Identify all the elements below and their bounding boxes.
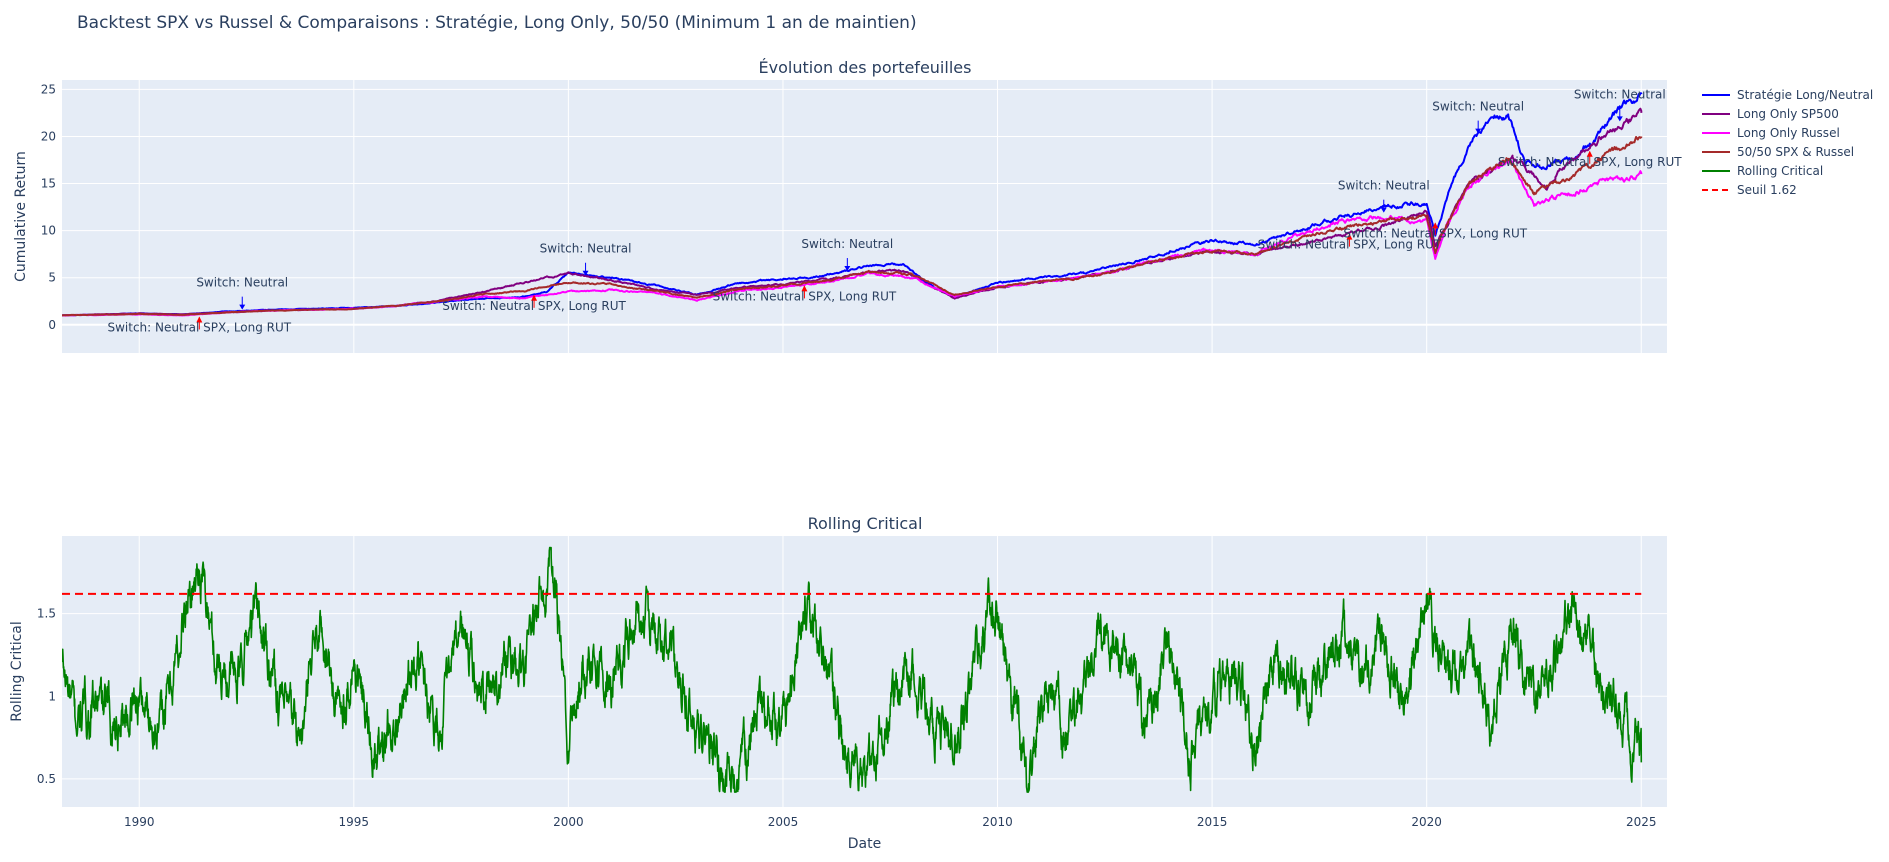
- bottom-panel-title: Rolling Critical: [807, 514, 923, 533]
- top-y-tick-label: 5: [48, 271, 56, 285]
- top-y-tick-label: 25: [41, 82, 56, 96]
- annotation-arrowhead: [844, 266, 851, 272]
- annotation-arrowhead: [1432, 222, 1439, 229]
- annotation-arrowhead: [1475, 128, 1482, 134]
- annotation-label: Switch: Neutral SPX, Long RUT: [1498, 155, 1682, 169]
- top-y-tick-label: 20: [41, 129, 56, 143]
- annotation-arrowhead: [1380, 207, 1387, 213]
- annotation-arrowhead: [582, 270, 589, 276]
- annotation-label: Switch: Neutral: [1432, 100, 1524, 114]
- annotation-label: Switch: Neutral SPX, Long RUT: [713, 289, 897, 303]
- series-line-3: [62, 136, 1643, 317]
- annotation-arrowhead: [1616, 116, 1623, 122]
- top-y-axis-label: Cumulative Return: [13, 151, 29, 282]
- bottom-y-tick-label: 1.5: [37, 607, 56, 621]
- annotation-arrowhead: [801, 285, 808, 292]
- figure-title: Backtest SPX vs Russel & Comparaisons : …: [77, 13, 917, 33]
- annotation-label: Switch: Neutral SPX, Long RUT: [1343, 226, 1527, 240]
- x-tick-label: 1995: [339, 815, 370, 829]
- x-tick-label: 2015: [1197, 815, 1228, 829]
- annotation-label: Switch: Neutral SPX, Long RUT: [1258, 238, 1442, 252]
- legend-label: 50/50 SPX & Russel: [1737, 145, 1854, 159]
- legend-label: Seuil 1.62: [1737, 183, 1797, 197]
- x-tick-label: 2025: [1626, 815, 1657, 829]
- annotation-arrowhead: [196, 316, 203, 323]
- annotation-label: Switch: Neutral: [1574, 87, 1666, 101]
- annotation-arrowhead: [1346, 233, 1353, 240]
- top-y-tick-label: 0: [48, 318, 56, 332]
- annotation-label: Switch: Neutral SPX, Long RUT: [442, 299, 626, 313]
- bottom-y-tick-label: 1: [48, 689, 56, 703]
- annotation-label: Switch: Neutral SPX, Long RUT: [107, 320, 291, 334]
- legend-label: Long Only SP500: [1737, 107, 1839, 121]
- bottom-y-tick-label: 0.5: [37, 772, 56, 786]
- x-tick-label: 2005: [768, 815, 799, 829]
- annotation-label: Switch: Neutral: [801, 237, 893, 251]
- annotation-arrowhead: [239, 304, 246, 310]
- x-tick-label: 2020: [1411, 815, 1442, 829]
- annotation-label: Switch: Neutral: [540, 242, 632, 256]
- top-y-tick-label: 15: [41, 177, 56, 191]
- legend-label: Long Only Russel: [1737, 126, 1840, 140]
- x-tick-label: 2010: [982, 815, 1013, 829]
- x-axis-label: Date: [848, 836, 881, 852]
- x-tick-label: 2000: [553, 815, 584, 829]
- annotation-label: Switch: Neutral: [1338, 179, 1430, 193]
- legend-label: Stratégie Long/Neutral: [1737, 88, 1873, 102]
- series-line-critical: [62, 546, 1643, 793]
- bottom-y-axis-label: Rolling Critical: [9, 621, 25, 722]
- annotation-arrowhead: [531, 294, 538, 301]
- x-tick-label: 1990: [124, 815, 155, 829]
- top-y-tick-label: 10: [41, 224, 56, 238]
- legend-label: Rolling Critical: [1737, 164, 1823, 178]
- annotation-arrowhead: [1586, 150, 1593, 157]
- annotation-label: Switch: Neutral: [196, 276, 288, 290]
- top-panel-title: Évolution des portefeuilles: [758, 58, 972, 77]
